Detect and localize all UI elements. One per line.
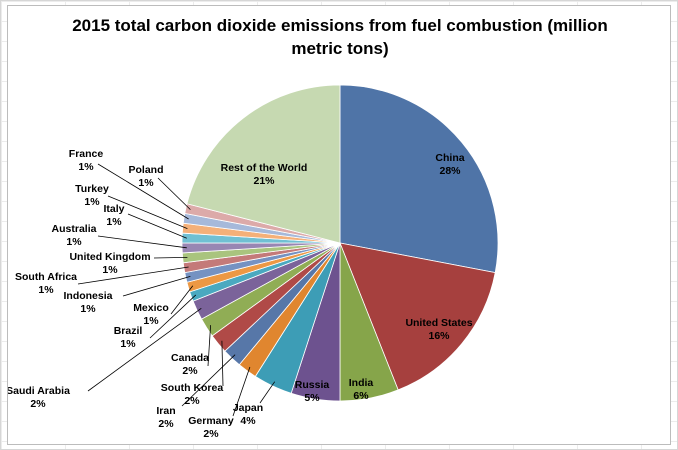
leader-line-australia xyxy=(97,235,187,249)
leader-line-canada xyxy=(207,325,211,367)
chart-title-line-1: 2015 total carbon dioxide emissions from… xyxy=(72,16,608,35)
chart-title-line-2: metric tons) xyxy=(291,39,389,58)
leader-line-saudi-arabia xyxy=(87,307,202,392)
slice-name-poland: Poland xyxy=(128,164,163,176)
slice-percent-china: 28% xyxy=(439,165,461,177)
slice-percent-united-kingdom: 1% xyxy=(102,264,118,276)
leader-line-turkey xyxy=(107,195,188,229)
pie-slice-united-states[interactable] xyxy=(339,242,496,391)
slice-name-south-korea: South Korea xyxy=(161,382,224,394)
leader-line-brazil xyxy=(149,294,197,339)
slice-percent-poland: 1% xyxy=(138,177,154,189)
slice-percent-australia: 1% xyxy=(66,236,82,248)
slice-name-japan: Japan xyxy=(233,402,263,414)
leader-line-united-kingdom xyxy=(153,257,188,259)
leader-line-france xyxy=(97,163,189,220)
leader-line-germany xyxy=(232,366,251,417)
slice-name-brazil: Brazil xyxy=(114,325,143,337)
slice-name-rest-of-the-world: Rest of the World xyxy=(221,162,308,174)
slice-name-russia: Russia xyxy=(295,379,330,391)
slice-name-south-africa: South Africa xyxy=(15,271,77,283)
pie-slice-china[interactable] xyxy=(339,84,499,274)
slice-percent-france: 1% xyxy=(78,161,94,173)
slice-name-italy: Italy xyxy=(103,203,124,215)
leader-line-japan xyxy=(259,381,276,404)
slice-percent-south-africa: 1% xyxy=(38,284,54,296)
slice-name-mexico: Mexico xyxy=(133,302,169,314)
slice-name-iran: Iran xyxy=(156,405,175,417)
slice-percent-russia: 5% xyxy=(304,392,320,404)
slice-percent-saudi-arabia: 2% xyxy=(30,398,46,410)
slice-percent-turkey: 1% xyxy=(84,196,100,208)
leader-line-south-korea xyxy=(221,340,224,387)
chart-area[interactable]: 2015 total carbon dioxide emissions from… xyxy=(7,5,671,445)
pie-slice-rest-of-the-world[interactable] xyxy=(186,84,341,244)
slice-name-saudi-arabia: Saudi Arabia xyxy=(8,385,70,397)
slice-name-france: France xyxy=(69,148,104,160)
slice-percent-canada: 2% xyxy=(182,365,198,377)
slice-percent-rest-of-the-world: 21% xyxy=(253,175,275,187)
slice-percent-united-states: 16% xyxy=(428,330,450,342)
slice-percent-germany: 2% xyxy=(203,428,219,440)
leader-line-indonesia xyxy=(122,276,191,297)
slice-percent-indonesia: 1% xyxy=(80,303,96,315)
slice-percent-italy: 1% xyxy=(106,216,122,228)
slice-percent-south-korea: 2% xyxy=(184,395,200,407)
leader-line-iran xyxy=(181,354,236,407)
slice-name-united-kingdom: United Kingdom xyxy=(69,251,150,263)
slice-name-canada: Canada xyxy=(171,352,209,364)
slice-name-australia: Australia xyxy=(52,223,97,235)
leader-line-poland xyxy=(157,177,191,210)
leader-line-mexico xyxy=(170,285,194,315)
slice-percent-india: 6% xyxy=(353,390,369,402)
slice-percent-brazil: 1% xyxy=(120,338,136,350)
slice-percent-mexico: 1% xyxy=(143,315,159,327)
slice-name-indonesia: Indonesia xyxy=(63,290,112,302)
slice-name-india: India xyxy=(349,377,374,389)
slice-percent-iran: 2% xyxy=(158,418,174,430)
slice-name-turkey: Turkey xyxy=(75,183,109,195)
slice-name-china: China xyxy=(435,152,464,164)
chart-title: 2015 total carbon dioxide emissions from… xyxy=(8,14,672,60)
leader-line-south-africa xyxy=(77,266,189,285)
slice-name-germany: Germany xyxy=(188,415,234,427)
slice-name-united-states: United States xyxy=(405,317,472,329)
leader-line-italy xyxy=(127,213,187,239)
slice-percent-japan: 4% xyxy=(240,415,256,427)
